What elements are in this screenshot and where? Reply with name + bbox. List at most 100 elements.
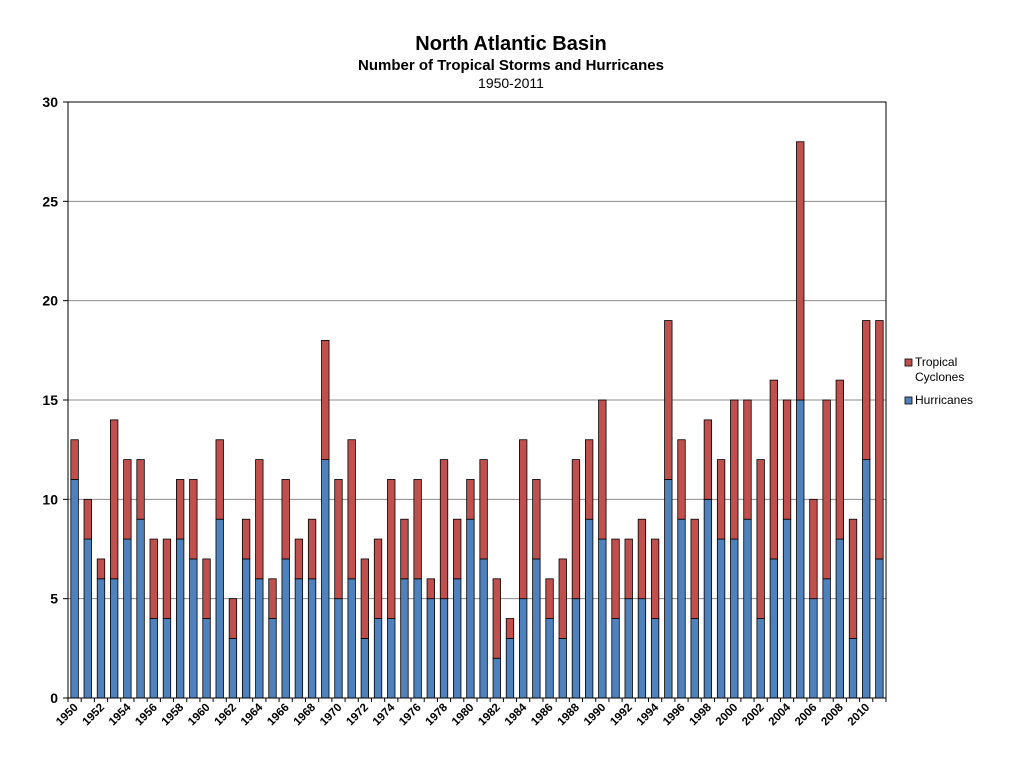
bar-tropical-cyclones <box>453 518 462 580</box>
bar-hurricanes <box>769 558 779 699</box>
bar-tropical-cyclones <box>466 479 475 520</box>
bar-tropical-cyclones <box>505 618 515 639</box>
y-tick-label: 10 <box>42 491 58 507</box>
chart-period: 1950-2011 <box>478 75 544 91</box>
bar-tropical-cyclones <box>268 578 277 619</box>
bar-tropical-cyclones <box>360 558 370 639</box>
bar-tropical-cyclones <box>782 399 792 520</box>
bar-tropical-cyclones <box>162 538 172 619</box>
x-tick-label: 1992 <box>608 702 635 729</box>
bar-tropical-cyclones <box>83 498 92 540</box>
x-tick-label: 2008 <box>819 701 846 728</box>
bar-tropical-cyclones <box>848 518 858 639</box>
bar-hurricanes <box>519 598 528 699</box>
x-tick-label: 1960 <box>186 702 213 729</box>
bar-tropical-cyclones <box>70 439 79 480</box>
bar-tropical-cyclones <box>584 439 594 520</box>
x-tick-label: 1986 <box>529 702 556 729</box>
bar-tropical-cyclones <box>598 399 607 540</box>
bar-hurricanes <box>70 479 79 699</box>
y-tick-label: 20 <box>42 293 58 309</box>
bar-tropical-cyclones <box>307 518 317 580</box>
bar-tropical-cyclones <box>703 419 713 500</box>
bar-tropical-cyclones <box>664 320 673 480</box>
bar-tropical-cyclones <box>650 538 660 619</box>
x-tick-label: 2004 <box>767 701 794 728</box>
x-tick-label: 1958 <box>160 701 187 728</box>
bar-hurricanes <box>743 518 752 699</box>
x-tick-label: 1978 <box>424 701 451 728</box>
x-tick-label: 1990 <box>582 702 609 729</box>
chart-subtitle: Number of Tropical Storms and Hurricanes <box>358 57 664 74</box>
bar-tropical-cyclones <box>756 459 765 619</box>
bar-tropical-cyclones <box>373 538 383 619</box>
bar-hurricanes <box>241 558 251 699</box>
bar-hurricanes <box>505 638 515 699</box>
bar-tropical-cyclones <box>875 320 884 560</box>
bar-hurricanes <box>439 598 449 699</box>
bar-hurricanes <box>809 598 818 699</box>
bar-tropical-cyclones <box>690 518 699 619</box>
bar-hurricanes <box>782 518 792 699</box>
x-tick-label: 1952 <box>81 702 108 729</box>
bar-tropical-cyclones <box>241 518 251 560</box>
bar-tropical-cyclones <box>294 538 304 580</box>
bar-hurricanes <box>796 399 805 699</box>
bar-hurricanes <box>848 638 858 699</box>
bar-hurricanes <box>387 618 396 699</box>
x-tick-label: 1984 <box>503 701 530 728</box>
bar-tropical-cyclones <box>716 459 726 540</box>
bar-tropical-cyclones <box>439 459 449 600</box>
bar-hurricanes <box>492 657 501 699</box>
x-tick-label: 1994 <box>635 701 662 728</box>
bar-hurricanes <box>334 598 343 699</box>
bar-hurricanes <box>677 518 686 699</box>
x-tick-label: 1980 <box>450 702 477 729</box>
x-tick-label: 1954 <box>107 701 134 728</box>
bar-hurricanes <box>202 618 211 699</box>
bar-hurricanes <box>400 578 409 699</box>
bar-hurricanes <box>637 598 647 699</box>
bar-hurricanes <box>347 578 356 699</box>
bar-hurricanes <box>294 578 304 699</box>
bar-hurricanes <box>96 578 106 699</box>
bar-hurricanes <box>307 578 317 699</box>
bar-tropical-cyclones <box>730 399 739 540</box>
chart-title: North Atlantic Basin <box>415 33 607 55</box>
bar-hurricanes <box>558 638 567 699</box>
bar-hurricanes <box>175 538 185 699</box>
bar-tropical-cyclones <box>796 141 805 401</box>
bar-hurricanes <box>110 578 119 699</box>
x-tick-label: 1988 <box>555 701 582 728</box>
bar-tropical-cyclones <box>400 518 409 580</box>
bar-tropical-cyclones <box>677 439 686 520</box>
bar-hurricanes <box>875 558 884 699</box>
bar-hurricanes <box>268 618 277 699</box>
bar-tropical-cyclones <box>334 479 343 600</box>
x-axis-ticks: 1950 1952 1954 1956 1958 1960 1962 1964 1966 1968… <box>54 698 887 729</box>
legend-label-tropical-cyclones-line2: Cyclones <box>915 370 964 384</box>
bar-hurricanes <box>228 638 238 699</box>
bar-tropical-cyclones <box>202 558 211 619</box>
legend-swatch-tropical-cyclones <box>904 358 913 367</box>
bar-hurricanes <box>281 558 290 699</box>
bar-hurricanes <box>255 578 264 699</box>
x-tick-label: 1974 <box>371 701 398 728</box>
x-tick-label: 1972 <box>344 702 371 729</box>
bar-tropical-cyclones <box>571 459 581 600</box>
bar-hurricanes <box>756 618 765 699</box>
bar-hurricanes <box>703 498 713 699</box>
legend: Tropical Cyclones Hurricanes <box>904 355 973 407</box>
bar-tropical-cyclones <box>321 339 330 460</box>
bar-hurricanes <box>664 479 673 699</box>
bar-hurricanes <box>83 538 92 699</box>
x-tick-label: 1970 <box>318 702 345 729</box>
bar-tropical-cyclones <box>479 459 488 560</box>
bar-tropical-cyclones <box>413 479 422 580</box>
bar-hurricanes <box>716 538 726 699</box>
bar-tropical-cyclones <box>809 498 818 600</box>
y-tick-label: 15 <box>42 392 58 408</box>
x-tick-label: 1998 <box>687 701 714 728</box>
bar-hurricanes <box>650 618 660 699</box>
